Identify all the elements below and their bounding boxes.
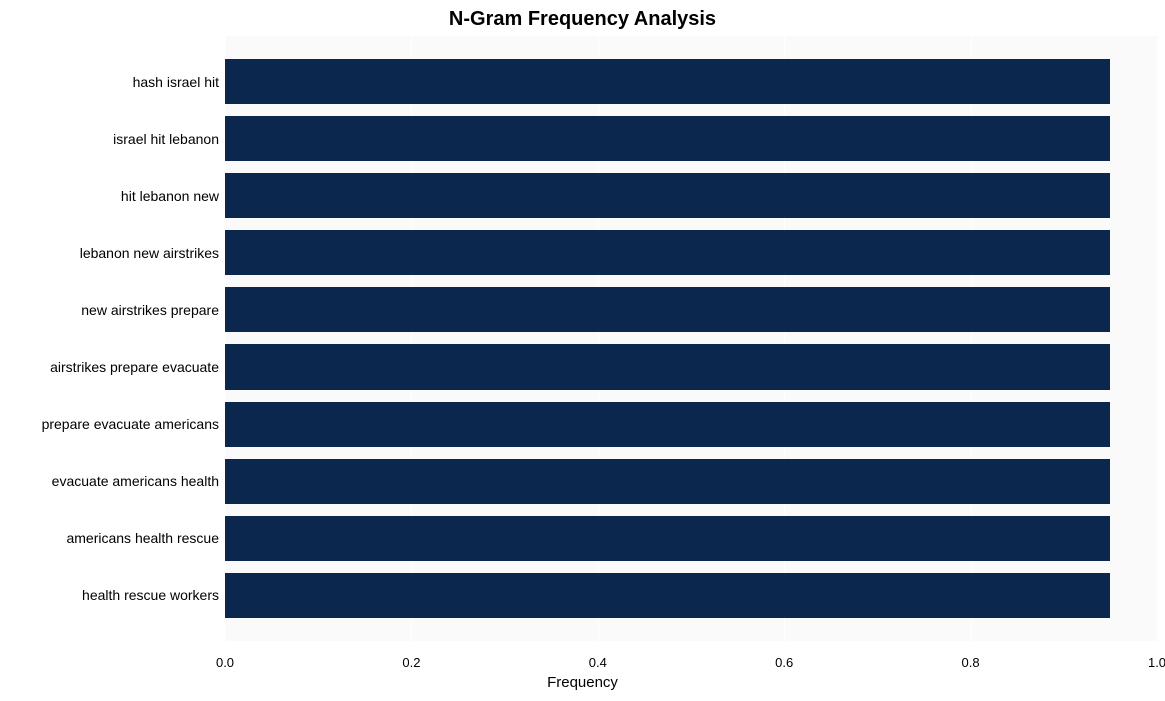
bar xyxy=(225,573,1110,618)
bar xyxy=(225,173,1110,218)
x-tick-label: 0.4 xyxy=(589,655,607,670)
x-axis-label: Frequency xyxy=(0,674,1165,691)
bar xyxy=(225,344,1110,389)
chart-title: N-Gram Frequency Analysis xyxy=(0,8,1165,31)
y-tick-label: prepare evacuate americans xyxy=(4,417,219,431)
x-tick-label: 0.6 xyxy=(775,655,793,670)
bar xyxy=(225,116,1110,161)
y-tick-label: americans health rescue xyxy=(4,531,219,545)
gridline xyxy=(1157,36,1158,641)
x-tick-label: 0.2 xyxy=(402,655,420,670)
bar xyxy=(225,459,1110,504)
bar xyxy=(225,287,1110,332)
bar xyxy=(225,59,1110,104)
y-tick-label: hash israel hit xyxy=(4,75,219,89)
plot-area xyxy=(225,36,1157,641)
x-tick-label: 1.0 xyxy=(1148,655,1165,670)
y-tick-label: new airstrikes prepare xyxy=(4,303,219,317)
bar xyxy=(225,516,1110,561)
bar xyxy=(225,230,1110,275)
y-tick-label: health rescue workers xyxy=(4,588,219,602)
y-tick-label: evacuate americans health xyxy=(4,474,219,488)
x-tick-label: 0.0 xyxy=(216,655,234,670)
ngram-chart: N-Gram Frequency Analysis Frequency hash… xyxy=(0,0,1165,701)
bar xyxy=(225,402,1110,447)
y-tick-label: israel hit lebanon xyxy=(4,132,219,146)
y-tick-label: airstrikes prepare evacuate xyxy=(4,360,219,374)
y-tick-label: lebanon new airstrikes xyxy=(4,246,219,260)
y-tick-label: hit lebanon new xyxy=(4,189,219,203)
x-tick-label: 0.8 xyxy=(962,655,980,670)
